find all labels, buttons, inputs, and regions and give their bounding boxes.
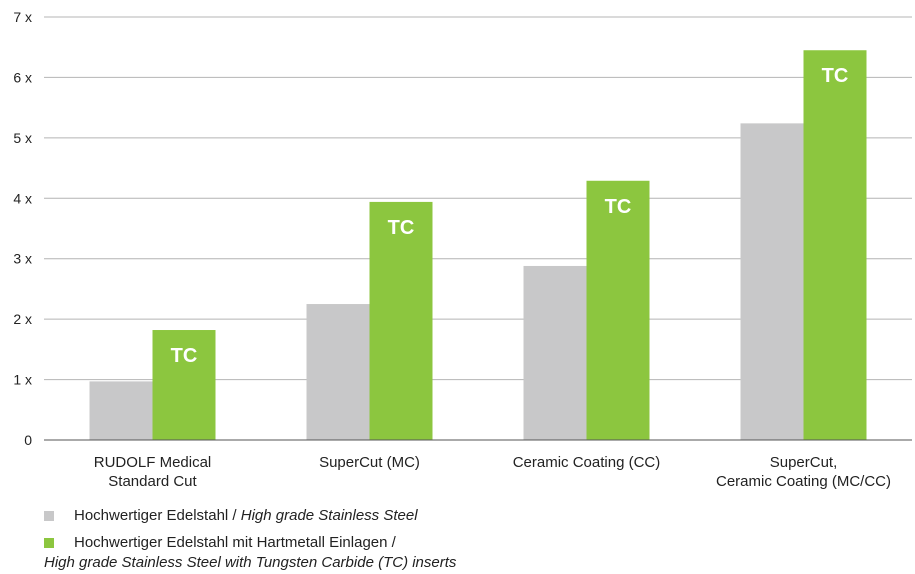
legend-item-tungsten-carbide: Hochwertiger Edelstahl mit Hartmetall Ei… [44,533,744,573]
y-tick-label: 7 x [13,9,32,25]
legend-label-de: Hochwertiger Edelstahl / [74,507,241,524]
legend-label-de: Hochwertiger Edelstahl mit Hartmetall Ei… [74,534,396,551]
y-tick-label: 0 [24,432,32,448]
x-category-label: SuperCut (MC) [319,454,420,471]
x-category-label: Ceramic Coating (MC/CC) [716,473,891,490]
y-tick-label: 6 x [13,69,32,85]
y-tick-label: 5 x [13,130,32,146]
y-axis: 0 1 x 2 x 3 x 4 x 5 x 6 x 7 x [13,9,32,448]
bar-label-tc: TC [605,196,632,218]
x-category-label: Ceramic Coating (CC) [513,454,661,471]
y-tick-label: 3 x [13,251,32,267]
bar-stainless-steel [523,265,587,440]
bar-tungsten-carbide [803,50,867,440]
x-category-label: SuperCut, [770,454,838,471]
legend-item-stainless-steel: Hochwertiger Edelstahl / High grade Stai… [44,506,644,526]
legend-label-en: High grade Stainless Steel [240,507,418,524]
bar-tungsten-carbide [586,180,650,441]
bar-label-tc: TC [822,65,849,87]
y-tick-label: 1 x [13,372,32,388]
bar-label-tc: TC [171,345,198,367]
y-tick-label: 2 x [13,311,32,327]
bars: TC TC TC TC [89,50,867,441]
bar-stainless-steel [89,381,153,440]
x-category-label: RUDOLF Medical [94,454,212,471]
legend-label-en: High grade Stainless Steel with Tungsten… [44,554,457,571]
y-tick-label: 4 x [13,190,32,206]
bar-label-tc: TC [388,217,415,239]
legend-swatch-tungsten-carbide [44,538,54,548]
bar-stainless-steel [306,304,370,440]
x-axis: RUDOLF Medical Standard Cut SuperCut (MC) C… [44,439,912,490]
legend-swatch-stainless-steel [44,511,54,521]
bar-tungsten-carbide [152,330,216,440]
bar-stainless-steel [740,123,804,441]
bar-tungsten-carbide [369,201,433,440]
bar-chart: 0 1 x 2 x 3 x 4 x 5 x 6 x 7 x TC TC TC TC RUDOLF M… [13,9,912,490]
x-category-label: Standard Cut [108,473,197,490]
